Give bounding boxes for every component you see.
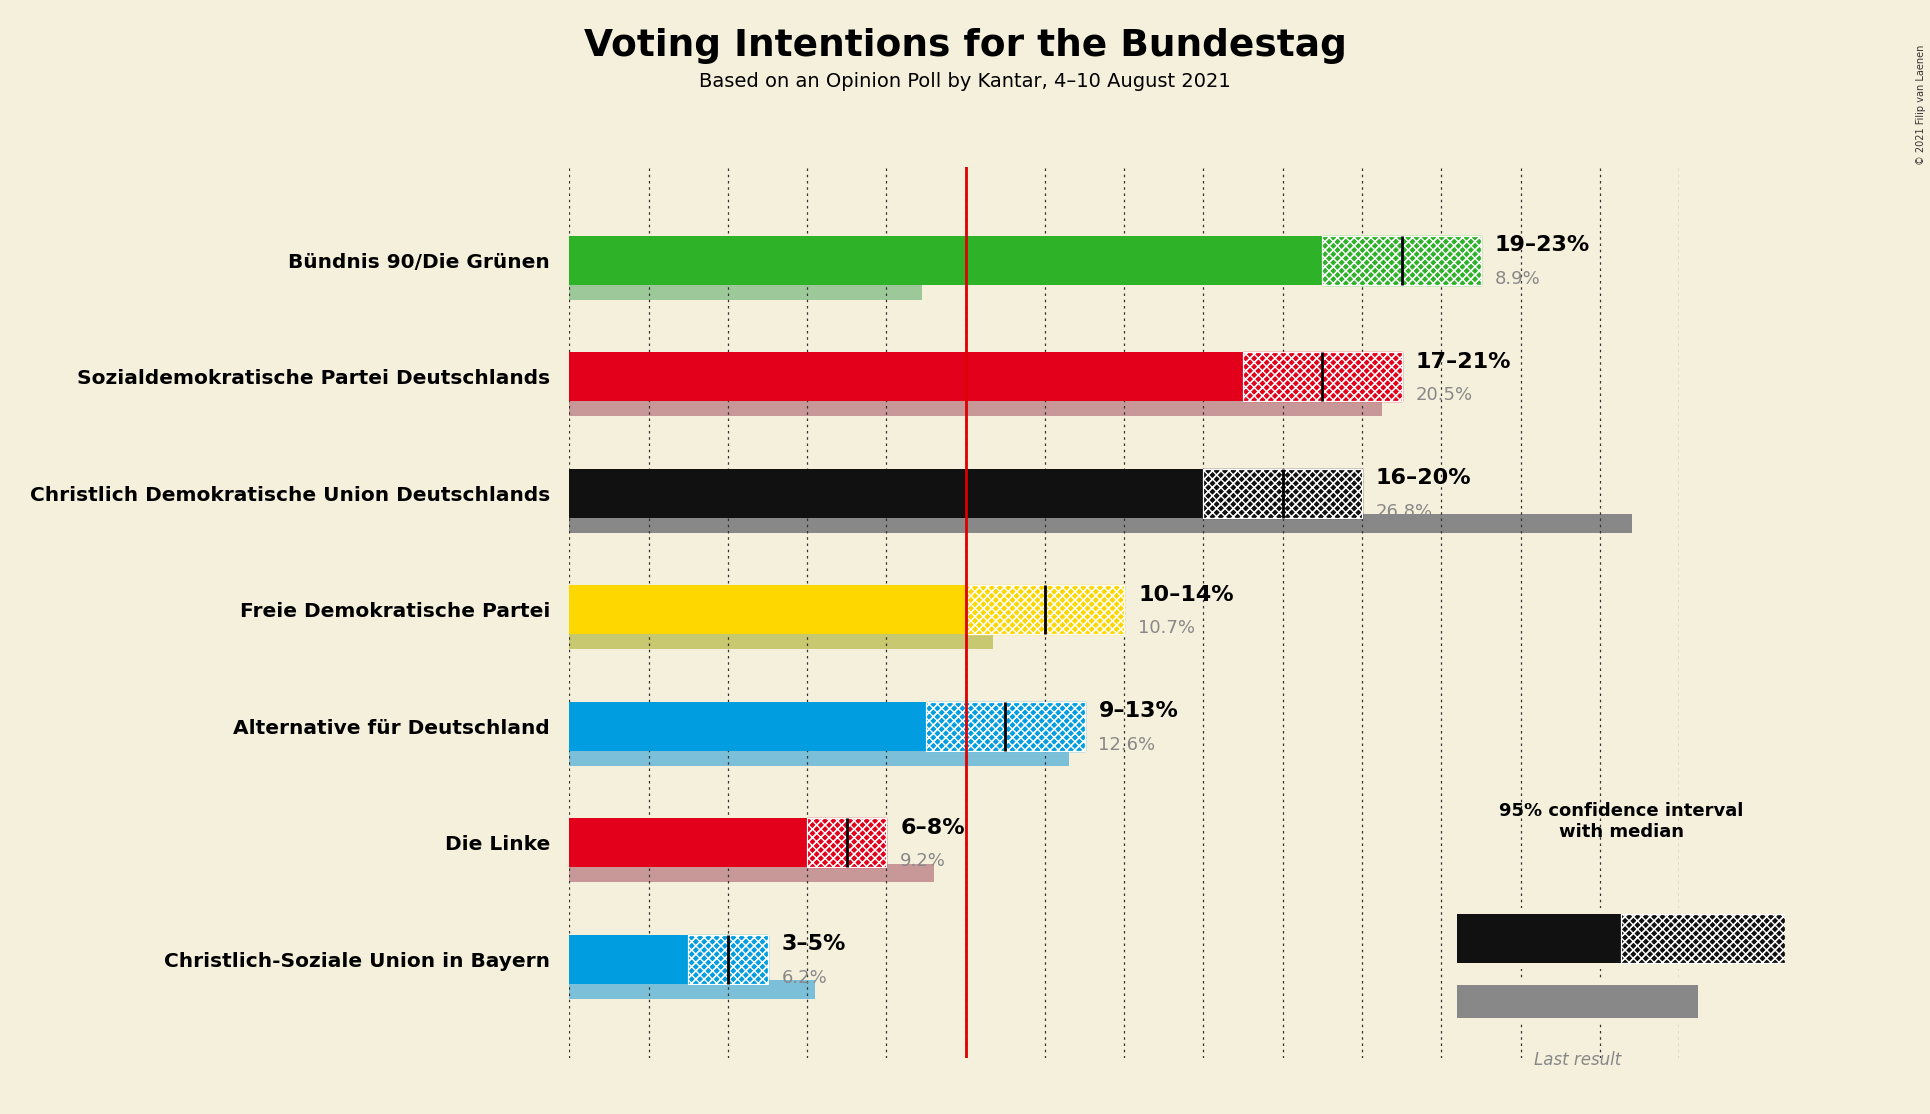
Bar xyxy=(1204,469,1363,518)
Bar xyxy=(1204,469,1363,518)
Text: 10–14%: 10–14% xyxy=(1139,585,1233,605)
Text: 9.2%: 9.2% xyxy=(899,852,946,870)
Text: 12.6%: 12.6% xyxy=(1098,736,1156,754)
Bar xyxy=(1243,352,1401,401)
Bar xyxy=(569,236,1322,285)
Bar xyxy=(1243,352,1401,401)
Text: 8.9%: 8.9% xyxy=(1496,270,1540,287)
Bar xyxy=(1322,236,1480,285)
Bar xyxy=(1322,236,1480,285)
Text: Last result: Last result xyxy=(1534,1051,1621,1068)
Bar xyxy=(569,515,1631,532)
Text: Voting Intentions for the Bundestag: Voting Intentions for the Bundestag xyxy=(583,28,1347,63)
Bar xyxy=(569,585,965,634)
Bar xyxy=(926,702,1085,751)
Bar xyxy=(569,398,1382,417)
Bar xyxy=(1621,913,1785,962)
Bar xyxy=(926,702,1085,751)
Bar xyxy=(569,863,934,882)
Bar xyxy=(689,935,768,984)
Bar xyxy=(689,935,768,984)
Bar xyxy=(1457,913,1621,962)
Bar xyxy=(569,631,994,649)
Bar xyxy=(1322,236,1480,285)
Text: 26.8%: 26.8% xyxy=(1376,502,1434,521)
Bar xyxy=(807,819,886,867)
Text: © 2021 Filip van Laenen: © 2021 Filip van Laenen xyxy=(1916,45,1926,165)
Text: 95% confidence interval
with median: 95% confidence interval with median xyxy=(1500,802,1743,841)
Bar xyxy=(569,980,814,999)
Text: 3–5%: 3–5% xyxy=(782,935,845,954)
Bar xyxy=(1243,352,1401,401)
Text: 10.7%: 10.7% xyxy=(1139,619,1195,637)
Text: Based on an Opinion Poll by Kantar, 4–10 August 2021: Based on an Opinion Poll by Kantar, 4–10… xyxy=(699,72,1231,91)
Text: 6–8%: 6–8% xyxy=(899,818,965,838)
Bar xyxy=(569,747,1069,766)
Text: 9–13%: 9–13% xyxy=(1098,701,1179,721)
Bar xyxy=(807,819,886,867)
Text: 20.5%: 20.5% xyxy=(1415,387,1473,404)
Bar xyxy=(1204,469,1363,518)
Bar xyxy=(569,352,1243,401)
Bar xyxy=(569,935,689,984)
Bar xyxy=(965,585,1123,634)
Text: 6.2%: 6.2% xyxy=(782,969,828,987)
Bar xyxy=(569,282,923,300)
Bar xyxy=(807,819,886,867)
Bar xyxy=(689,935,768,984)
Bar xyxy=(965,585,1123,634)
Bar xyxy=(569,469,1204,518)
Bar xyxy=(926,702,1085,751)
Bar xyxy=(965,585,1123,634)
Bar xyxy=(569,819,807,867)
Text: 16–20%: 16–20% xyxy=(1376,468,1471,488)
Bar xyxy=(1457,985,1698,1018)
Text: 19–23%: 19–23% xyxy=(1496,235,1590,255)
Text: 17–21%: 17–21% xyxy=(1415,352,1511,372)
Bar xyxy=(1621,913,1785,962)
Bar xyxy=(569,702,926,751)
